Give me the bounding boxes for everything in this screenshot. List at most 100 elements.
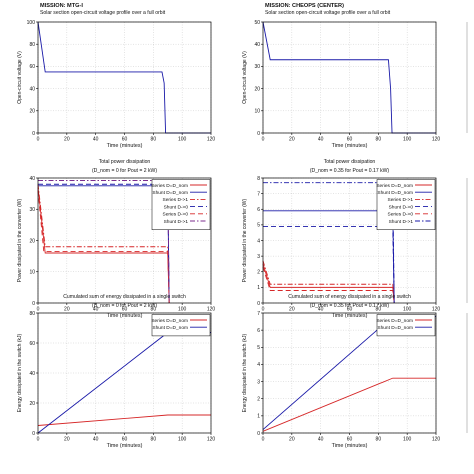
- legend-label: Shunt D->0: [164, 204, 189, 210]
- legend-label: Series D=D_nom: [151, 318, 188, 324]
- y-tick-label: 20: [29, 401, 35, 407]
- y-tick-label: 0: [32, 301, 35, 307]
- y-tick-label: 20: [254, 86, 260, 92]
- series-line-1: [38, 185, 170, 304]
- y-tick-label: 20: [29, 238, 35, 244]
- series-line-4: [262, 266, 395, 304]
- y-tick-label: 40: [29, 86, 35, 92]
- mission-header-1: MISSION: CHEOPS (CENTER): [265, 3, 344, 9]
- y-tick-label: 3: [257, 254, 260, 260]
- y-tick-label: 40: [29, 176, 35, 182]
- y-tick-label: 40: [254, 42, 260, 48]
- y-tick-label: 6: [257, 207, 260, 213]
- series-line-0: [262, 377, 436, 432]
- x-tick-label: 60: [347, 307, 353, 313]
- x-tick-label: 0: [262, 437, 265, 443]
- legend-label: Shunt D=D_nom: [377, 325, 413, 331]
- x-tick-label: 120: [207, 137, 216, 143]
- y-axis-label: Power dissipated in the converter (W): [17, 198, 23, 282]
- y-tick-label: 8: [257, 176, 260, 182]
- y-tick-label: 3: [257, 379, 260, 385]
- x-tick-label: 0: [262, 307, 265, 313]
- x-tick-label: 0: [262, 137, 265, 143]
- y-tick-label: 5: [257, 223, 260, 229]
- x-tick-label: 40: [318, 437, 324, 443]
- x-tick-label: 80: [376, 307, 382, 313]
- chart-title: Solar section open-circuit voltage profi…: [40, 10, 166, 16]
- y-tick-label: 80: [29, 311, 35, 317]
- y-tick-label: 20: [29, 109, 35, 115]
- x-tick-label: 40: [318, 307, 324, 313]
- legend-label: Shunt D->0: [389, 204, 414, 210]
- legend-label: Series D->1: [163, 197, 189, 203]
- chart-title: Cumulated sum of energy dissipated in a …: [63, 294, 186, 300]
- legend-label: Shunt D->1: [164, 219, 189, 225]
- y-tick-label: 50: [254, 20, 260, 26]
- x-tick-label: 40: [93, 137, 99, 143]
- x-tick-label: 120: [207, 307, 216, 313]
- legend-box: [376, 179, 436, 230]
- y-tick-label: 2: [257, 397, 260, 403]
- chart-0-1: Total power dissipation (D_nom = 0 for Po…: [17, 159, 215, 319]
- y-tick-label: 0: [257, 131, 260, 137]
- series-line-5: [38, 180, 170, 304]
- y-tick-label: 7: [257, 191, 260, 197]
- x-tick-label: 80: [151, 307, 157, 313]
- chart-title: Total power dissipation: [324, 159, 376, 165]
- x-tick-label: 100: [403, 437, 412, 443]
- y-axis-label: Open-circuit voltage (V): [242, 51, 248, 104]
- chart-1-0: Solar section open-circuit voltage profi…: [242, 10, 440, 149]
- x-tick-label: 40: [93, 307, 99, 313]
- legend-label: Shunt D=D_nom: [377, 190, 413, 196]
- series-line-2: [262, 260, 395, 304]
- x-tick-label: 100: [403, 307, 412, 313]
- legend-label: Series D=D_nom: [151, 183, 188, 189]
- x-tick-label: 120: [432, 307, 441, 313]
- x-tick-label: 100: [178, 137, 187, 143]
- x-axis-label: Time (minutes): [107, 143, 143, 149]
- y-tick-label: 100: [27, 20, 36, 26]
- plot-frame: [262, 177, 437, 304]
- plot-frame: [262, 21, 437, 134]
- chart-subtitle: (D_nom = 0.35 for Pout = 0.17 kW): [310, 168, 390, 174]
- y-tick-label: 60: [29, 341, 35, 347]
- y-tick-label: 30: [29, 207, 35, 213]
- x-tick-label: 120: [207, 437, 216, 443]
- x-tick-label: 20: [289, 437, 295, 443]
- x-tick-label: 100: [178, 307, 187, 313]
- x-tick-label: 20: [64, 137, 70, 143]
- series-line-4: [37, 190, 170, 304]
- y-tick-label: 10: [29, 270, 35, 276]
- y-tick-label: 30: [254, 64, 260, 70]
- x-tick-label: 80: [151, 137, 157, 143]
- y-axis-label: Energy dissipated in the switch (kJ): [242, 333, 248, 412]
- series-line-0: [37, 187, 170, 304]
- legend-box: [151, 179, 211, 230]
- x-tick-label: 60: [122, 437, 128, 443]
- chart-0-2: Cumulated sum of energy dissipated in a …: [17, 294, 215, 449]
- y-tick-label: 4: [257, 362, 260, 368]
- plot-frame: [37, 177, 212, 304]
- x-tick-label: 80: [151, 437, 157, 443]
- y-tick-label: 0: [257, 301, 260, 307]
- x-tick-label: 20: [289, 307, 295, 313]
- y-tick-label: 60: [29, 64, 35, 70]
- chart-subtitle: (D_nom = 0 for Pout = 2 kW): [92, 303, 157, 309]
- legend-label: Shunt D->1: [389, 219, 414, 225]
- chart-0-0: Solar section open-circuit voltage profi…: [17, 10, 215, 149]
- legend-label: Series D->1: [388, 197, 414, 203]
- x-tick-label: 60: [122, 137, 128, 143]
- y-tick-label: 7: [257, 311, 260, 317]
- x-tick-label: 0: [37, 437, 40, 443]
- x-tick-label: 60: [122, 307, 128, 313]
- legend-label: Shunt D=D_nom: [152, 325, 188, 331]
- chart-1-1: Total power dissipation (D_nom = 0.35 for…: [242, 159, 440, 319]
- y-tick-label: 0: [32, 431, 35, 437]
- x-tick-label: 120: [432, 437, 441, 443]
- series-line-1: [263, 210, 395, 304]
- x-tick-label: 80: [376, 437, 382, 443]
- y-tick-label: 1: [257, 414, 260, 420]
